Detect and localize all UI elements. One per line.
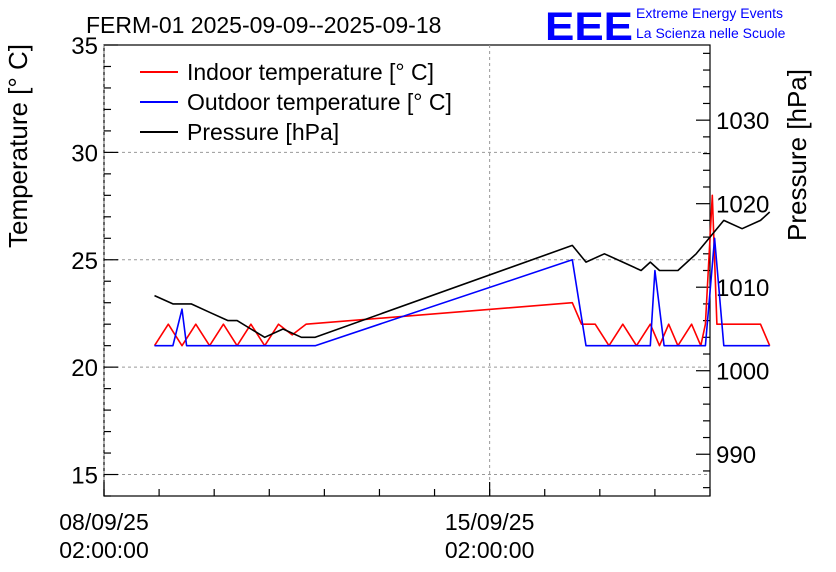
right-axis: 990 1000 1010 1020 1030	[696, 52, 769, 489]
right-tick-label: 990	[716, 442, 756, 469]
y-axis-title-right: Pressure [hPa]	[782, 69, 812, 241]
x-tick-label-date: 08/09/25	[59, 509, 149, 535]
left-axis: 15 20 25 30 35	[71, 33, 118, 497]
legend: Indoor temperature [° C] Outdoor temperat…	[140, 59, 452, 145]
left-tick-label: 35	[71, 33, 98, 60]
eee-logo: EEE Extreme Energy Events La Scienza nel…	[545, 5, 786, 49]
left-tick-label: 20	[71, 355, 98, 382]
series-line-pressure	[154, 211, 771, 339]
left-tick-label: 30	[71, 140, 98, 167]
y-axis-title-left: Temperature [° C]	[3, 44, 33, 248]
legend-label: Pressure [hPa]	[187, 119, 339, 145]
eee-logo-mark: EEE	[545, 5, 633, 49]
eee-logo-line2: La Scienza nelle Scuole	[636, 25, 786, 41]
x-tick-label-time: 02:00:00	[445, 537, 535, 563]
eee-logo-line1: Extreme Energy Events	[636, 5, 783, 21]
left-tick-label: 25	[71, 248, 98, 275]
left-tick-label: 15	[71, 463, 98, 490]
legend-label: Outdoor temperature [° C]	[187, 89, 452, 115]
legend-label: Indoor temperature [° C]	[187, 59, 434, 85]
series-line-outdoor	[154, 237, 770, 347]
x-tick-label-time: 02:00:00	[59, 537, 149, 563]
grid-lines	[103, 45, 710, 496]
right-tick-label: 1030	[716, 108, 769, 135]
x-tick-label-date: 15/09/25	[445, 509, 535, 535]
chart-title: FERM-01 2025-09-09--2025-09-18	[86, 12, 441, 38]
series-line-indoor	[153, 194, 771, 347]
right-tick-label: 1020	[716, 192, 769, 219]
right-tick-label: 1010	[716, 275, 769, 302]
series-lines	[153, 194, 771, 347]
right-tick-label: 1000	[716, 359, 769, 386]
